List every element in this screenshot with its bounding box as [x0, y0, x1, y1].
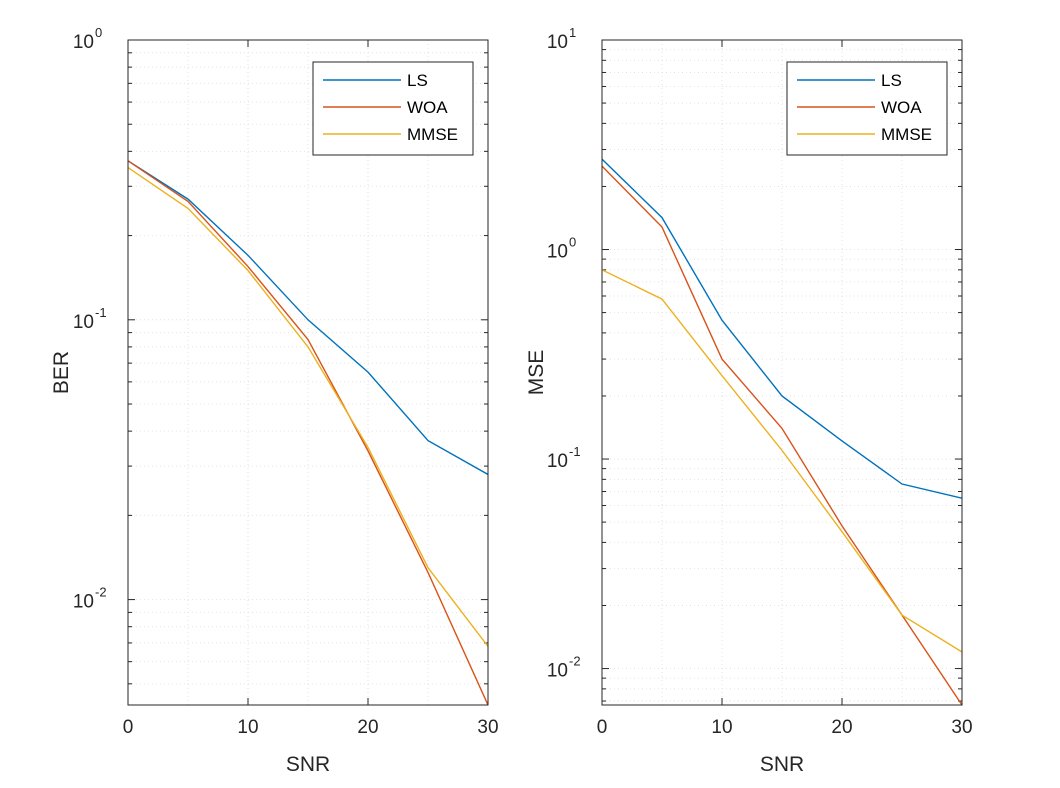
legend: LS WOA MMSE — [786, 61, 948, 156]
legend-box — [786, 61, 948, 156]
y-tick-label: 10 — [73, 32, 94, 53]
y-tick-label: 10 — [547, 32, 568, 53]
x-tick-label: 0 — [123, 717, 134, 738]
y-tick-label: 10 — [73, 312, 94, 333]
legend-label-woa: WOA — [407, 98, 448, 117]
x-tick-label: 20 — [831, 717, 852, 738]
y-tick-label: 10 — [547, 661, 568, 682]
ticks — [601, 39, 963, 705]
y-tick-label: 10 — [73, 592, 94, 613]
series-line-mmse — [602, 269, 962, 653]
y-tick-exponent: 0 — [95, 25, 102, 40]
y-tick-label: 10 — [547, 242, 568, 263]
series-line-ls — [602, 158, 962, 499]
x-tick-label: 30 — [951, 717, 972, 738]
y-tick-exponent: -2 — [95, 585, 107, 600]
legend-label-ls: LS — [407, 71, 428, 90]
grid — [602, 40, 962, 705]
legend-label-ls: LS — [881, 71, 902, 90]
axes-box — [601, 39, 963, 706]
y-tick-exponent: -1 — [95, 305, 107, 320]
y-tick-exponent: 0 — [569, 235, 576, 250]
legend: LS WOA MMSE — [312, 61, 474, 156]
series-line-ls — [128, 160, 488, 476]
y-axis-label: MSE — [525, 350, 548, 396]
x-axis-label: SNR — [286, 753, 330, 776]
x-tick-label: 20 — [357, 717, 378, 738]
legend-label-mmse: MMSE — [407, 125, 458, 144]
legend-box — [312, 61, 474, 156]
x-tick-label: 10 — [711, 717, 732, 738]
y-axis-label: BER — [50, 351, 73, 394]
y-tick-exponent: 1 — [569, 25, 576, 40]
y-tick-exponent: -1 — [569, 444, 581, 459]
series-line-woa — [128, 160, 488, 705]
series-line-mmse — [128, 166, 488, 647]
x-tick-label: 10 — [237, 717, 258, 738]
y-tick-exponent: -2 — [569, 654, 581, 669]
legend-label-mmse: MMSE — [881, 125, 932, 144]
x-tick-label: 0 — [597, 717, 608, 738]
x-tick-label: 30 — [477, 717, 498, 738]
y-tick-label: 10 — [547, 451, 568, 472]
legend-label-woa: WOA — [881, 98, 922, 117]
x-axis-label: SNR — [760, 753, 804, 776]
axes-box — [127, 39, 489, 706]
